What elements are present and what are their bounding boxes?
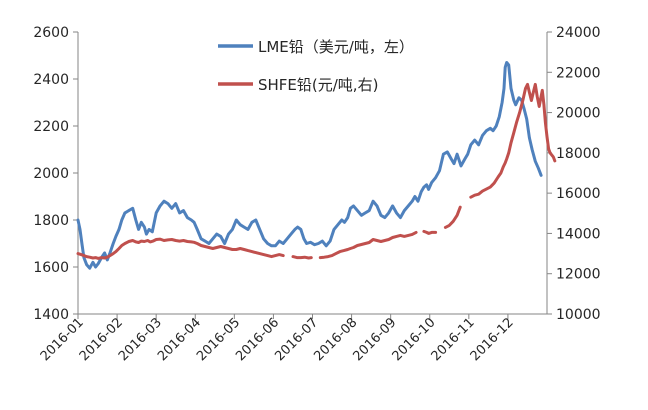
right-tick-label: 22000 — [556, 65, 601, 81]
x-axis-ticks: 2016-012016-022016-032016-042016-052016-… — [38, 314, 517, 364]
shfe-lead-series-line — [422, 229, 438, 235]
legend-label: SHFE铅(元/吨,右) — [258, 76, 378, 94]
left-tick-label: 2400 — [33, 72, 69, 88]
right-tick-label: 24000 — [556, 25, 601, 41]
right-tick-label: 12000 — [556, 267, 601, 283]
lme-lead-series-line — [76, 61, 543, 270]
series-layer — [76, 61, 557, 270]
shfe-lead-series-line — [291, 255, 313, 260]
left-tick-label: 1600 — [33, 260, 69, 276]
left-tick-label: 2600 — [33, 25, 69, 41]
shfe-lead-series-line — [318, 230, 418, 260]
left-axis-ticks: 1400 1600 1800 2000 2200 2400 2600 — [33, 25, 78, 323]
x-tick-label: 2016-12 — [468, 315, 517, 364]
axes — [77, 32, 548, 315]
right-tick-label: 10000 — [556, 307, 601, 323]
right-tick-label: 14000 — [556, 226, 601, 242]
left-tick-label: 1400 — [33, 307, 69, 323]
legend: LME铅（美元/吨，左） SHFE铅(元/吨,右) — [218, 38, 414, 94]
right-axis-ticks: 10000 12000 14000 16000 18000 20000 22000 24000 — [547, 25, 601, 323]
shfe-lead-series-line — [76, 237, 285, 260]
legend-label: LME铅（美元/吨，左） — [258, 38, 414, 56]
shfe-lead-series-line — [443, 205, 462, 229]
left-tick-label: 2000 — [33, 166, 69, 182]
right-tick-label: 20000 — [556, 106, 601, 122]
left-tick-label: 2200 — [33, 119, 69, 135]
shfe-lead-series-line — [469, 82, 557, 199]
right-tick-label: 16000 — [556, 186, 601, 202]
left-tick-label: 1800 — [33, 213, 69, 229]
right-tick-label: 18000 — [556, 146, 601, 162]
